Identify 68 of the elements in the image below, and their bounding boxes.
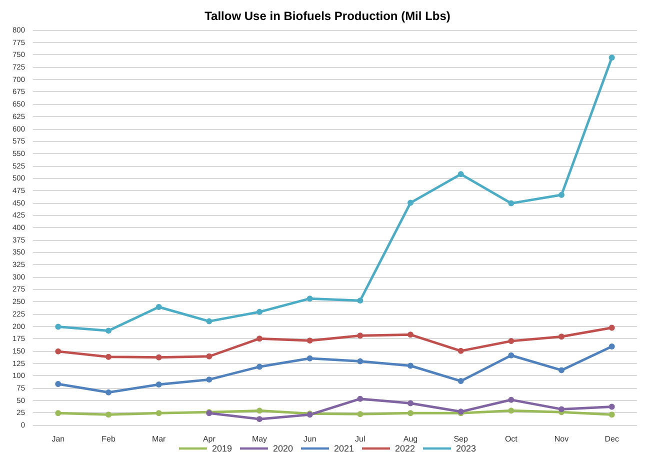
chart-title: Tallow Use in Biofuels Production (Mil Lbs) bbox=[204, 9, 450, 23]
point bbox=[156, 382, 162, 388]
point bbox=[256, 364, 262, 370]
legend-label: 2020 bbox=[272, 444, 293, 454]
point bbox=[558, 406, 564, 412]
point bbox=[608, 412, 615, 418]
point bbox=[156, 410, 162, 416]
point bbox=[55, 410, 62, 416]
legend-label: 2019 bbox=[212, 444, 232, 454]
point bbox=[558, 367, 564, 374]
point bbox=[458, 378, 464, 384]
point bbox=[306, 355, 313, 362]
point bbox=[106, 354, 112, 360]
x-tick-label: May bbox=[252, 434, 268, 444]
point bbox=[206, 376, 212, 383]
point bbox=[608, 54, 615, 61]
point bbox=[357, 411, 364, 418]
point bbox=[608, 404, 615, 410]
x-tick-label: Jan bbox=[52, 434, 65, 444]
point bbox=[156, 304, 162, 310]
point bbox=[458, 171, 464, 178]
point bbox=[306, 296, 313, 302]
point bbox=[508, 396, 514, 403]
point bbox=[508, 352, 514, 358]
x-tick-label: Dec bbox=[604, 434, 619, 444]
point bbox=[206, 318, 212, 324]
legend-label: 2022 bbox=[395, 444, 416, 454]
point bbox=[608, 324, 615, 331]
point bbox=[256, 416, 262, 422]
legend-label: 2023 bbox=[456, 444, 476, 454]
point bbox=[55, 348, 62, 354]
point bbox=[558, 334, 564, 340]
point bbox=[408, 362, 414, 369]
x-tick-label: Aug bbox=[403, 434, 418, 444]
point bbox=[408, 400, 414, 406]
point bbox=[256, 308, 262, 315]
x-tick-label: Apr bbox=[202, 434, 216, 444]
point bbox=[106, 328, 112, 334]
point bbox=[106, 389, 112, 396]
point bbox=[408, 410, 414, 416]
point bbox=[508, 200, 514, 206]
point bbox=[55, 324, 62, 330]
point bbox=[106, 412, 112, 418]
point bbox=[306, 338, 313, 344]
legend-label: 2021 bbox=[334, 444, 354, 454]
x-tick-label: Feb bbox=[102, 434, 116, 444]
point bbox=[357, 358, 364, 364]
point bbox=[608, 343, 615, 350]
x-tick-label: Mar bbox=[152, 434, 166, 444]
x-tick-label: Nov bbox=[554, 434, 569, 444]
point bbox=[508, 338, 514, 344]
point bbox=[206, 353, 212, 360]
point bbox=[156, 354, 162, 360]
point bbox=[508, 408, 514, 414]
x-tick-label: Jun bbox=[303, 434, 316, 444]
point bbox=[408, 200, 414, 206]
point bbox=[256, 408, 262, 414]
x-tick-label: Sep bbox=[454, 434, 468, 444]
point bbox=[458, 348, 464, 354]
x-tick-label: Oct bbox=[504, 434, 518, 444]
point bbox=[55, 381, 62, 388]
point bbox=[558, 192, 564, 198]
point bbox=[357, 396, 364, 402]
point bbox=[408, 332, 414, 338]
point bbox=[357, 332, 364, 339]
point bbox=[357, 298, 364, 304]
point bbox=[256, 336, 262, 342]
x-tick-label: Jul bbox=[355, 434, 366, 444]
